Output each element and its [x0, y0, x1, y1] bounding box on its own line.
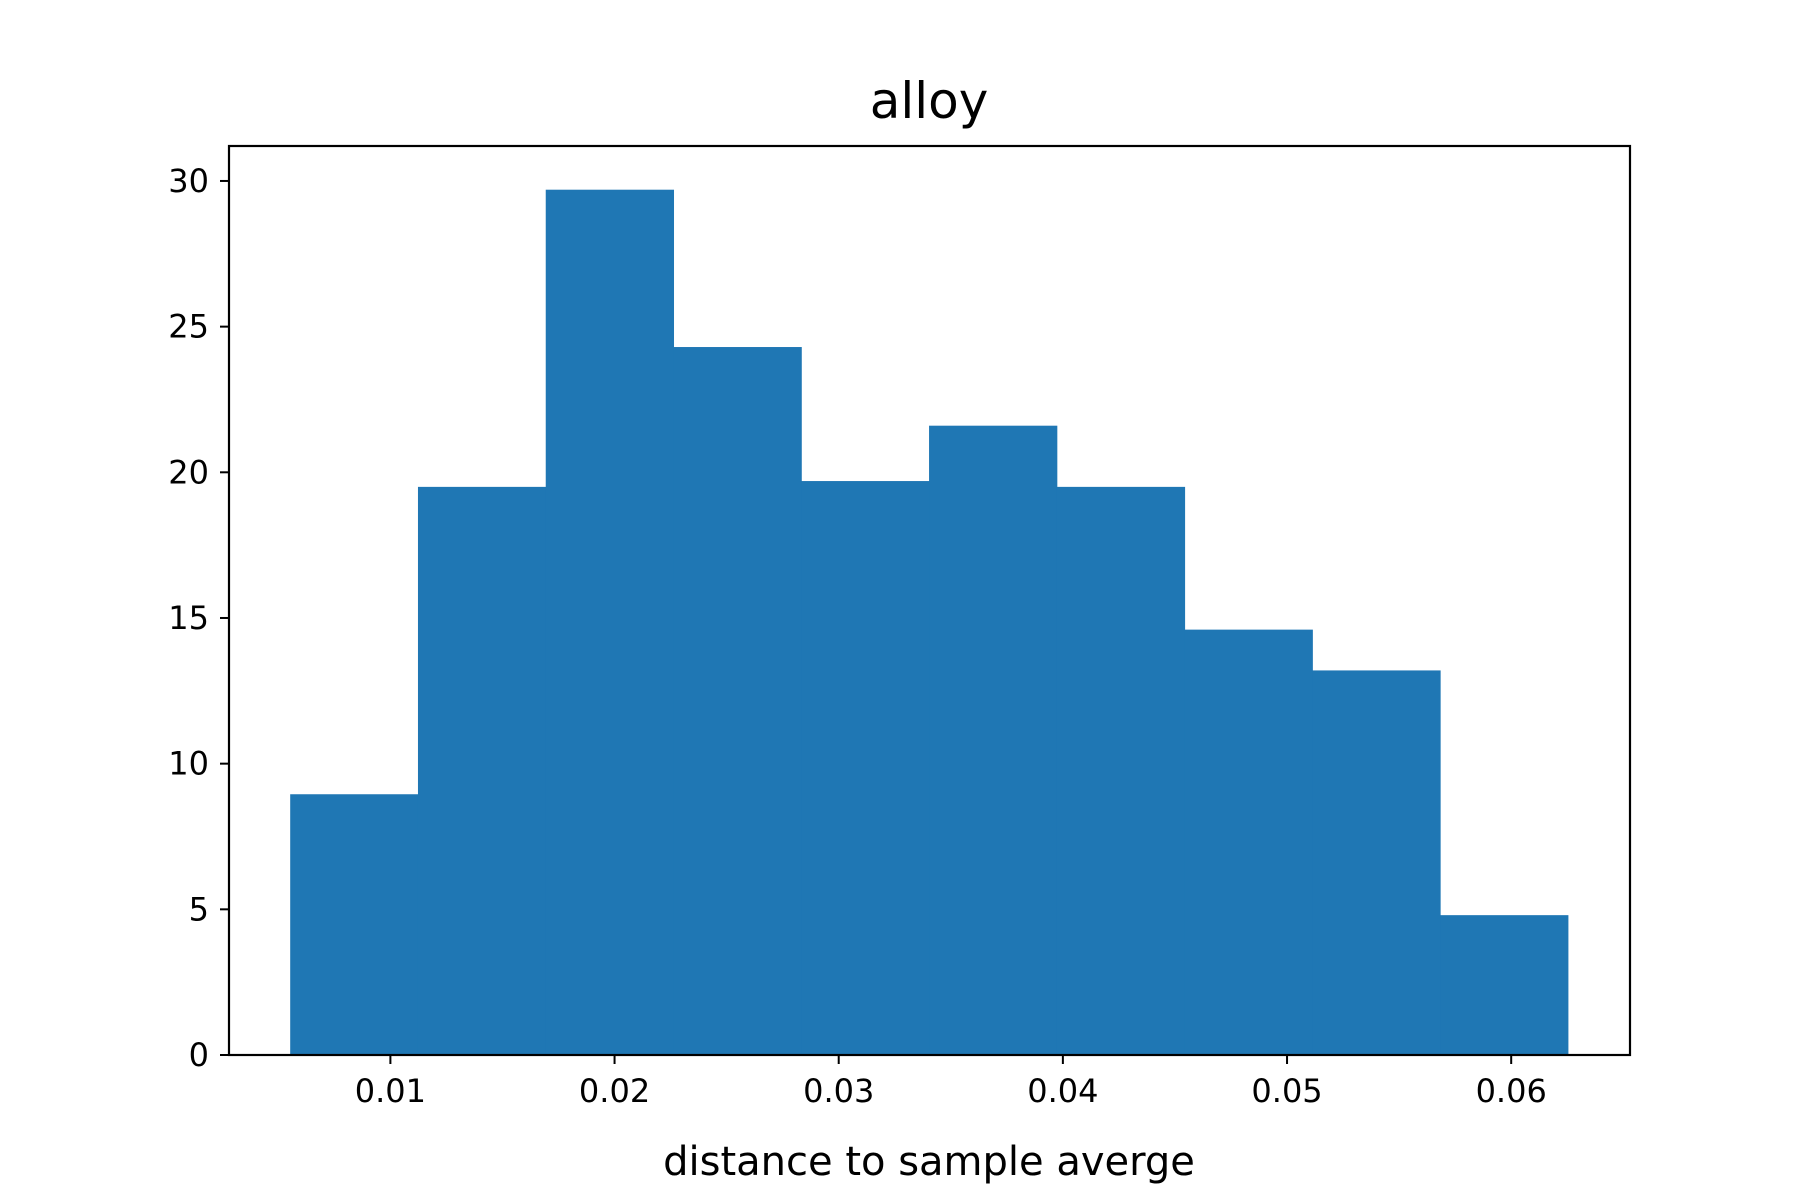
histogram-bar [673, 347, 802, 1056]
plot-frame [227, 144, 1632, 1057]
y-tick-label: 25 [168, 308, 209, 346]
histogram-bar [417, 486, 547, 1055]
x-tick-label: 0.06 [1476, 1072, 1547, 1110]
x-tick-label: 0.04 [1027, 1072, 1098, 1110]
histogram-bar [1312, 670, 1441, 1055]
x-axis-ticks: 0.01 0.02 0.03 0.04 0.05 0.06 [355, 1055, 1547, 1110]
x-tick-label: 0.03 [803, 1072, 874, 1110]
x-axis-title: distance to sample averge [663, 1139, 1195, 1185]
x-tick-label: 0.01 [355, 1072, 426, 1110]
x-tick-label: 0.05 [1251, 1072, 1322, 1110]
histogram-bar [1184, 629, 1313, 1055]
y-tick-label: 10 [168, 745, 209, 783]
histogram-bar [290, 794, 419, 1055]
y-tick-label: 0 [189, 1036, 209, 1074]
y-tick-label: 15 [168, 599, 209, 637]
histogram-bar [801, 481, 930, 1055]
bars-layer [290, 189, 1569, 1056]
histogram-bar [1440, 915, 1569, 1055]
x-tick-label: 0.02 [579, 1072, 650, 1110]
histogram-bar [545, 189, 675, 1056]
y-tick-label: 30 [168, 162, 209, 200]
histogram-bar [929, 425, 1058, 1055]
histogram-bar [1056, 486, 1186, 1055]
y-axis-ticks: 0 5 10 15 20 25 30 [168, 162, 229, 1074]
chart-title: alloy [870, 72, 989, 130]
y-tick-label: 5 [189, 890, 209, 928]
y-tick-label: 20 [168, 453, 209, 491]
